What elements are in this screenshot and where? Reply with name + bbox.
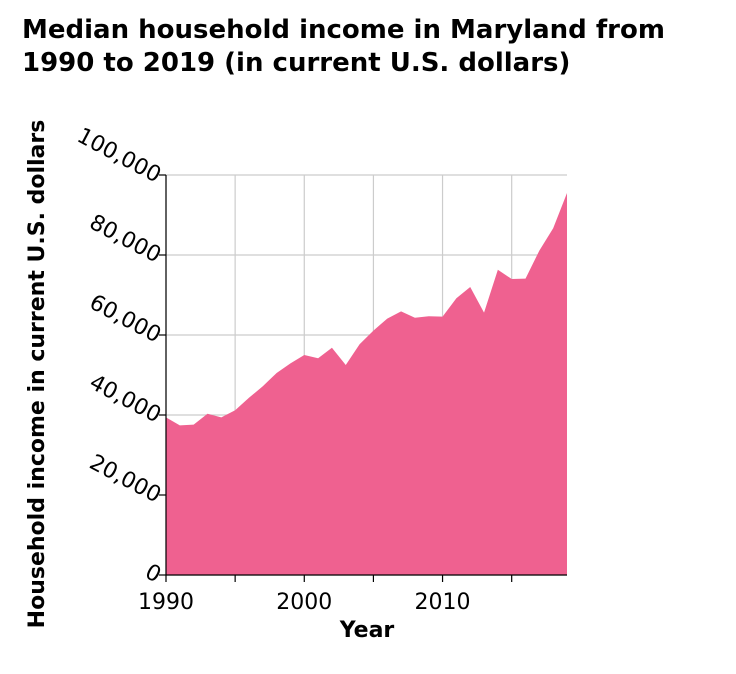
- y-tick-label: 0: [141, 560, 165, 589]
- y-tick-label: 20,000: [85, 450, 165, 508]
- x-tick-label: 2000: [276, 590, 332, 615]
- x-tick-label: 1990: [138, 590, 194, 615]
- income-area-series: [166, 193, 567, 575]
- y-tick-label: 40,000: [85, 370, 165, 428]
- y-tick-label: 100,000: [73, 124, 165, 189]
- x-axis-title: Year: [339, 618, 395, 643]
- chart-title: Median household income in Maryland from…: [22, 15, 665, 78]
- axes: [159, 174, 567, 582]
- y-tick-label: 60,000: [85, 290, 165, 348]
- y-tick-labels: 0 20,000 40,000 60,000 80,000 100,000: [73, 124, 165, 589]
- x-tick-labels: 1990 2000 2010: [138, 590, 471, 615]
- y-axis-title: Household income in current U.S. dollars: [25, 120, 50, 629]
- y-tick-label: 80,000: [85, 210, 165, 268]
- x-tick-label: 2010: [415, 590, 471, 615]
